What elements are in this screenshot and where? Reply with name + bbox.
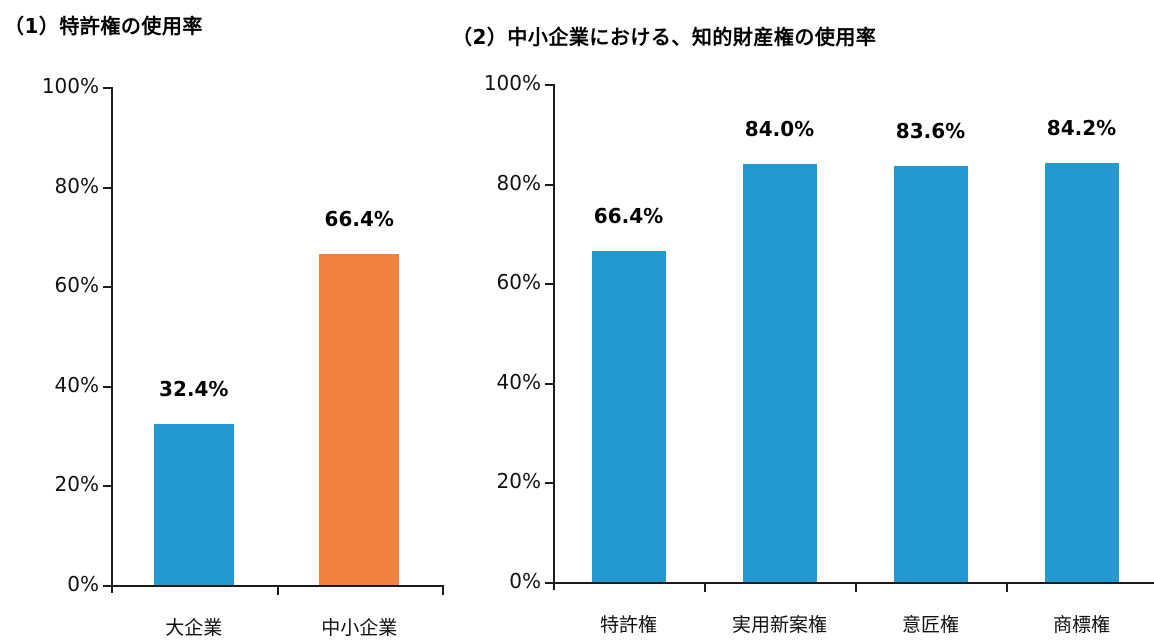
bar-1	[154, 424, 234, 585]
x-category-label: 実用新案権	[705, 610, 855, 637]
y-tick	[545, 383, 553, 385]
x-tick	[704, 582, 706, 592]
y-tick-label: 40%	[9, 373, 99, 397]
y-tick	[545, 184, 553, 186]
y-tick-label: 40%	[451, 370, 541, 394]
y-tick-label: 80%	[451, 171, 541, 195]
y-tick	[103, 87, 111, 89]
bar-value-label: 66.4%	[289, 207, 429, 231]
x-category-label: 商標権	[1007, 610, 1154, 637]
y-tick-label: 20%	[9, 472, 99, 496]
bar-value-label: 32.4%	[124, 377, 264, 401]
y-tick	[103, 286, 111, 288]
x-category-label: 中小企業	[284, 613, 434, 640]
x-tick	[442, 585, 444, 595]
bar-value-label: 66.4%	[559, 204, 699, 228]
y-tick-label: 80%	[9, 174, 99, 198]
y-tick	[545, 283, 553, 285]
bar-1	[592, 251, 666, 582]
y-axis-line	[553, 84, 555, 590]
y-tick	[545, 482, 553, 484]
x-category-label: 特許権	[554, 610, 704, 637]
y-tick-label: 0%	[9, 572, 99, 596]
x-category-label: 大企業	[119, 613, 269, 640]
y-tick	[545, 582, 553, 584]
y-axis-line	[111, 87, 113, 593]
chart-2-title: （2）中小企業における、知的財産権の使用率	[452, 21, 876, 50]
bar-value-label: 84.2%	[1012, 116, 1152, 140]
y-tick-label: 60%	[451, 270, 541, 294]
chart-1-title: （1）特許権の使用率	[4, 10, 203, 39]
x-tick	[855, 582, 857, 592]
x-axis-line	[103, 585, 442, 587]
y-tick	[545, 84, 553, 86]
x-tick	[277, 585, 279, 595]
y-tick	[103, 585, 111, 587]
bar-value-label: 84.0%	[710, 117, 850, 141]
bar-2	[319, 254, 399, 585]
bar-4	[1045, 163, 1119, 582]
y-tick-label: 60%	[9, 273, 99, 297]
y-tick-label: 20%	[451, 469, 541, 493]
x-tick	[1006, 582, 1008, 592]
bar-2	[743, 164, 817, 582]
y-tick	[103, 187, 111, 189]
y-tick-label: 0%	[451, 569, 541, 593]
y-tick	[103, 485, 111, 487]
y-tick-label: 100%	[9, 74, 99, 98]
bar-3	[894, 166, 968, 582]
bar-value-label: 83.6%	[861, 119, 1001, 143]
y-tick	[103, 386, 111, 388]
y-tick-label: 100%	[451, 71, 541, 95]
x-category-label: 意匠権	[856, 610, 1006, 637]
x-axis-line	[545, 582, 1154, 584]
